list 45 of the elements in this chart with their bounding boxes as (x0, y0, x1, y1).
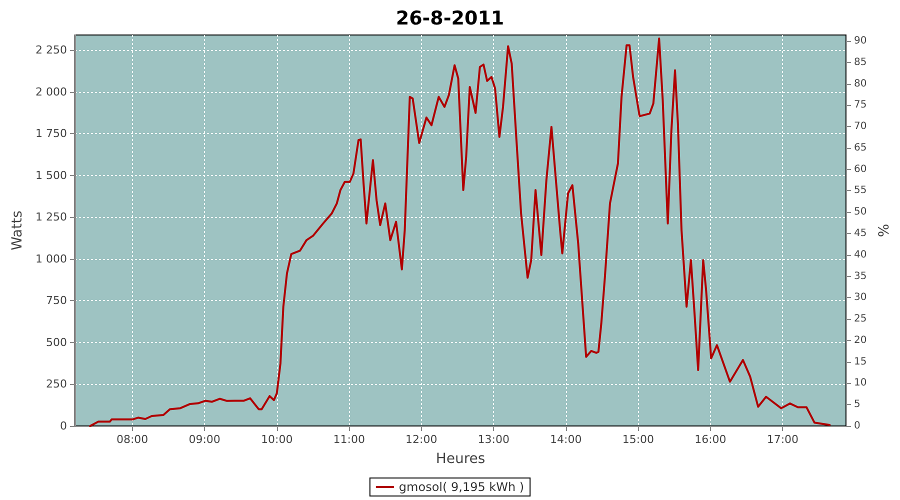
x-axis-title: Heures (436, 451, 486, 467)
y-tick-label: 250 (46, 378, 67, 391)
y2-tick-label: 80 (854, 78, 867, 90)
y2-tick-label: 30 (854, 292, 867, 304)
y-tick-label: 1 250 (36, 210, 67, 224)
y-tick-label: 1 750 (36, 127, 67, 140)
y-tick-label: 750 (46, 294, 67, 308)
y2-tick-label: 70 (854, 121, 867, 132)
y-tick-label: 0 (60, 420, 67, 432)
y-tick-label: 1 000 (36, 252, 67, 266)
y2-tick-label: 15 (854, 356, 867, 368)
y2-axis-title: % (876, 224, 893, 238)
x-tick-label: 13:00 (478, 433, 510, 446)
y2-tick-label: 0 (854, 420, 860, 432)
y2-tick-label: 75 (854, 100, 867, 111)
x-tick-label: 17:00 (766, 433, 799, 446)
x-tick-label: 09:00 (188, 433, 220, 446)
y2-tick-label: 65 (854, 142, 867, 154)
y2-tick-label: 35 (854, 270, 867, 282)
y2-tick-label: 5 (854, 399, 860, 410)
y-tick-label: 500 (46, 336, 67, 349)
legend-label: gmosol( 9,195 kWh ) (398, 480, 524, 494)
y2-tick-label: 90 (854, 35, 867, 46)
y2-tick-label: 40 (854, 249, 867, 260)
y-tick-label: 2 000 (36, 85, 67, 98)
y2-tick-label: 85 (854, 56, 867, 68)
y2-tick-label: 55 (854, 185, 867, 196)
line-series (89, 38, 831, 427)
x-tick-label: 15:00 (622, 433, 654, 446)
y-tick-label: 1 500 (36, 168, 67, 182)
y2-tick-label: 10 (854, 378, 867, 389)
y2-tick-label: 20 (854, 334, 867, 346)
y2-tick-label: 45 (854, 228, 867, 239)
y2-tick-label: 60 (854, 164, 867, 175)
y2-tick-label: 25 (854, 314, 867, 325)
x-tick-label: 14:00 (550, 433, 582, 446)
y2-tick-label: 50 (854, 206, 867, 218)
y-axis-title: Watts (10, 210, 26, 250)
x-tick-label: 11:00 (333, 433, 365, 446)
x-tick-label: 12:00 (406, 433, 438, 446)
chart-title: 26-8-2011 (396, 8, 504, 30)
x-tick-label: 16:00 (694, 433, 726, 446)
x-tick-label: 10:00 (260, 433, 293, 446)
x-tick-label: 08:00 (116, 433, 148, 446)
y-tick-label: 2 250 (36, 44, 67, 57)
